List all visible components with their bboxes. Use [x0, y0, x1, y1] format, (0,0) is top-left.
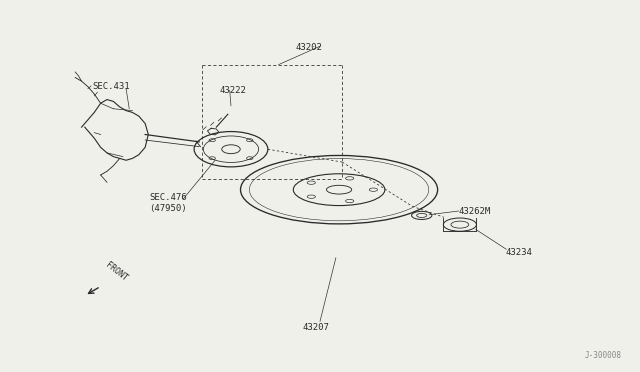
Text: 43234: 43234: [506, 248, 532, 257]
Text: SEC.476: SEC.476: [150, 193, 188, 202]
Text: FRONT: FRONT: [104, 261, 129, 283]
Text: SEC.431: SEC.431: [92, 82, 130, 91]
Text: 43207: 43207: [302, 323, 329, 332]
Text: 43262M: 43262M: [459, 207, 491, 217]
Text: 43222: 43222: [220, 86, 246, 95]
Text: J-300008: J-300008: [585, 351, 622, 360]
Text: 43202: 43202: [296, 43, 323, 52]
Text: (47950): (47950): [150, 203, 188, 213]
